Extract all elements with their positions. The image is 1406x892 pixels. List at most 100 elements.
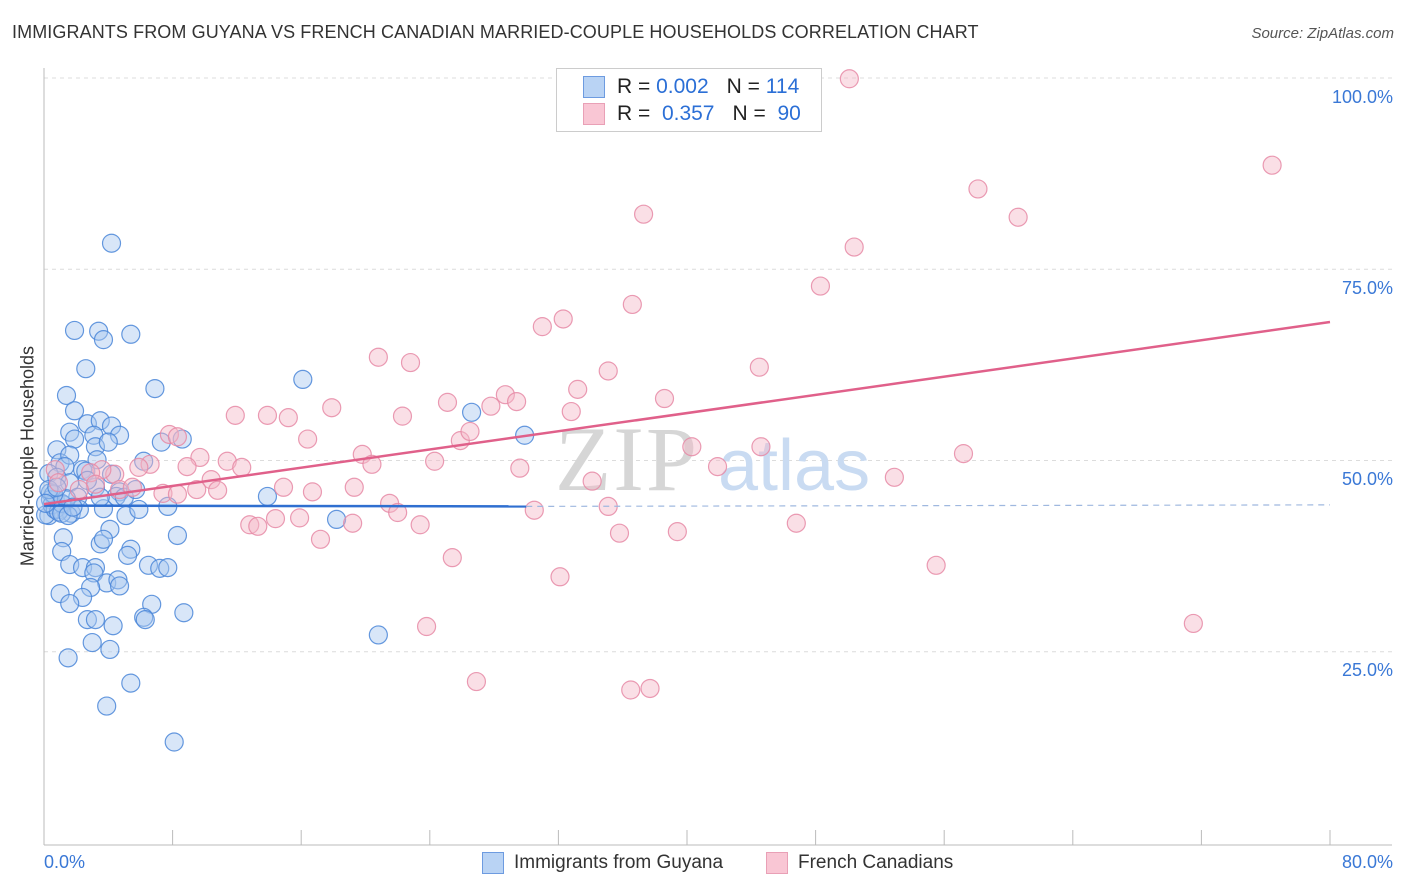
n-label: N = bbox=[732, 102, 766, 125]
point-french-canadian bbox=[667, 522, 687, 542]
y-tick-label: 50.0% bbox=[1341, 469, 1393, 489]
point-french-canadian bbox=[640, 678, 660, 699]
point-french-canadian bbox=[553, 309, 573, 329]
point-french-canadian bbox=[310, 529, 331, 549]
point-french-canadian bbox=[1183, 613, 1203, 634]
point-french-canadian bbox=[507, 391, 527, 412]
point-guyana bbox=[109, 576, 130, 596]
point-french-canadian bbox=[751, 437, 771, 457]
point-french-canadian bbox=[524, 500, 544, 520]
point-french-canadian bbox=[167, 484, 188, 504]
legend-swatch-blue bbox=[482, 852, 504, 874]
point-guyana bbox=[82, 632, 102, 653]
point-french-canadian bbox=[460, 421, 480, 442]
point-french-canadian bbox=[400, 352, 421, 373]
point-guyana bbox=[103, 616, 123, 636]
point-guyana bbox=[63, 497, 83, 517]
trend-line-extension-0 bbox=[526, 504, 1331, 507]
point-french-canadian bbox=[416, 616, 437, 637]
legend-label: Immigrants from Guyana bbox=[514, 852, 724, 873]
svg-text:ZIP: ZIP bbox=[555, 408, 699, 510]
r-label: R = bbox=[617, 75, 651, 98]
point-french-canadian bbox=[344, 477, 364, 497]
point-french-canadian bbox=[926, 555, 946, 575]
point-french-canadian bbox=[343, 513, 363, 533]
point-french-canadian bbox=[582, 471, 602, 491]
point-french-canadian bbox=[273, 477, 294, 497]
point-french-canadian bbox=[622, 294, 642, 315]
point-french-canadian bbox=[568, 379, 588, 399]
point-french-canadian bbox=[481, 396, 501, 416]
point-guyana bbox=[81, 577, 101, 598]
point-french-canadian bbox=[884, 467, 904, 487]
point-french-canadian bbox=[749, 357, 769, 377]
point-french-canadian bbox=[81, 463, 101, 483]
point-guyana bbox=[326, 509, 347, 530]
point-guyana bbox=[257, 486, 278, 507]
svg-text:atlas: atlas bbox=[718, 426, 870, 506]
n-label: N = bbox=[726, 75, 760, 98]
trend-line-1 bbox=[43, 320, 1331, 506]
y-tick-label: 25.0% bbox=[1341, 660, 1393, 680]
point-guyana bbox=[97, 696, 117, 716]
point-french-canadian bbox=[368, 347, 388, 367]
point-french-canadian bbox=[839, 69, 859, 89]
point-french-canadian bbox=[466, 671, 487, 692]
point-french-canadian bbox=[442, 548, 462, 568]
x-tick-label-min: 0.0% bbox=[44, 852, 86, 872]
point-french-canadian bbox=[240, 515, 260, 535]
point-french-canadian bbox=[953, 444, 974, 464]
point-french-canadian bbox=[495, 385, 515, 405]
point-guyana bbox=[60, 422, 80, 442]
point-guyana bbox=[101, 233, 122, 253]
point-french-canadian bbox=[1262, 155, 1282, 175]
point-french-canadian bbox=[437, 392, 458, 412]
point-guyana bbox=[93, 499, 114, 519]
legend-row-french-canadians: R = 0.357 N = 90 bbox=[583, 101, 801, 127]
trend-line-0 bbox=[43, 504, 527, 508]
y-tick-label: 100.0% bbox=[1331, 87, 1393, 107]
point-french-canadian bbox=[85, 474, 106, 494]
point-guyana bbox=[53, 528, 73, 548]
point-french-canadian bbox=[786, 513, 806, 533]
point-french-canadian bbox=[248, 516, 268, 536]
chart-source: Source: ZipAtlas.com bbox=[1251, 25, 1394, 42]
y-tick-label: 75.0% bbox=[1341, 278, 1393, 298]
legend-label: French Canadians bbox=[798, 852, 954, 873]
point-guyana bbox=[93, 330, 114, 350]
point-french-canadian bbox=[392, 406, 413, 426]
point-guyana bbox=[85, 610, 106, 630]
legend-swatch-pink bbox=[766, 852, 788, 874]
point-french-canadian bbox=[844, 237, 864, 257]
point-french-canadian bbox=[322, 398, 342, 418]
point-french-canadian bbox=[278, 408, 298, 428]
point-french-canadian bbox=[140, 454, 160, 474]
point-guyana bbox=[84, 563, 104, 583]
point-guyana bbox=[167, 525, 188, 546]
point-french-canadian bbox=[159, 424, 179, 445]
point-french-canadian bbox=[1008, 207, 1028, 227]
point-guyana bbox=[461, 402, 482, 422]
point-french-canadian bbox=[510, 458, 530, 478]
legend-row-guyana: R = 0.002 N = 114 bbox=[583, 74, 799, 100]
point-guyana bbox=[121, 324, 141, 344]
point-guyana bbox=[164, 732, 184, 752]
point-guyana bbox=[121, 673, 141, 693]
legend-item-guyana: Immigrants from Guyana bbox=[482, 852, 723, 874]
point-french-canadian bbox=[810, 276, 831, 296]
point-french-canadian bbox=[48, 473, 69, 493]
point-french-canadian bbox=[298, 429, 318, 449]
point-guyana bbox=[109, 425, 130, 445]
point-guyana bbox=[293, 369, 313, 390]
x-tick-label-max: 80.0% bbox=[1341, 852, 1393, 872]
r-value: 0.357 bbox=[661, 102, 715, 125]
point-guyana bbox=[77, 610, 98, 630]
point-guyana bbox=[368, 625, 388, 645]
point-french-canadian bbox=[633, 204, 654, 224]
point-french-canadian bbox=[302, 482, 323, 502]
point-guyana bbox=[93, 529, 114, 549]
point-guyana bbox=[174, 603, 194, 623]
watermark: ZIP atlas bbox=[555, 408, 870, 510]
point-french-canadian bbox=[609, 523, 630, 543]
